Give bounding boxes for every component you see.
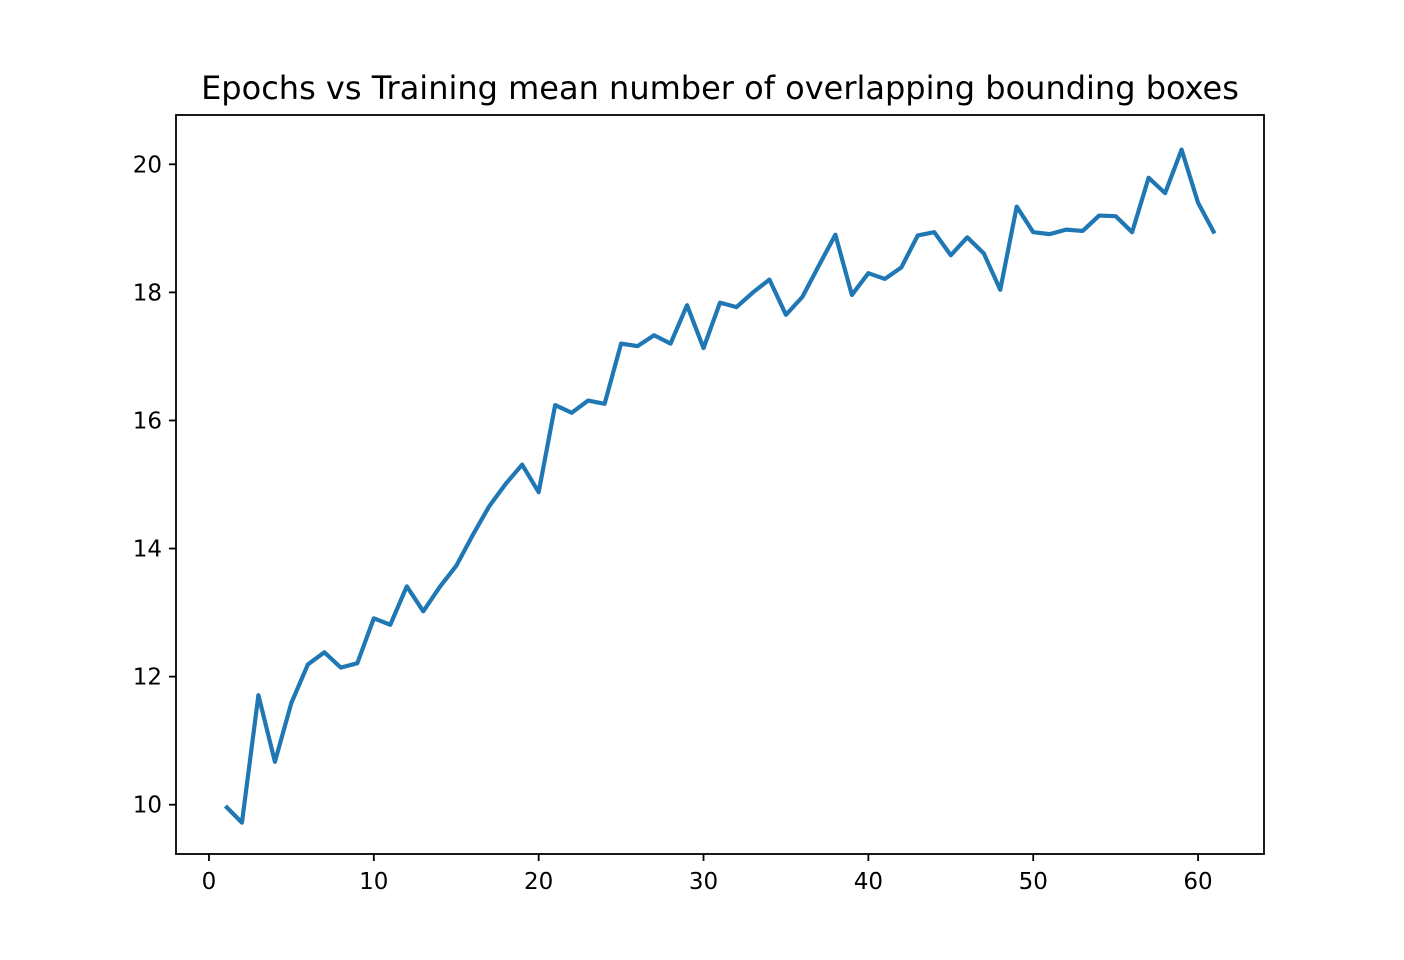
- x-tick-label: 20: [524, 869, 553, 895]
- y-tick-label: 12: [133, 665, 162, 691]
- x-axis: 0 10 20 30 40 50 60: [202, 854, 1213, 895]
- x-tick-label: 0: [202, 869, 217, 895]
- plot-area-frame: [175, 114, 1265, 855]
- x-tick-label: 60: [1183, 869, 1212, 895]
- y-tick-label: 14: [133, 537, 162, 563]
- chart-title: Epochs vs Training mean number of overla…: [201, 69, 1239, 107]
- y-axis: 10 12 14 16 18 20: [133, 152, 176, 819]
- y-tick-label: 16: [133, 408, 162, 434]
- y-tick-label: 20: [133, 152, 162, 178]
- x-tick-label: 10: [359, 869, 388, 895]
- series-layer: [223, 147, 1217, 825]
- x-tick-label: 40: [854, 869, 883, 895]
- series-line: [223, 147, 1217, 825]
- x-tick-label: 30: [689, 869, 718, 895]
- x-tick-label: 50: [1019, 869, 1048, 895]
- y-tick-label: 18: [133, 280, 162, 306]
- y-tick-label: 10: [133, 793, 162, 819]
